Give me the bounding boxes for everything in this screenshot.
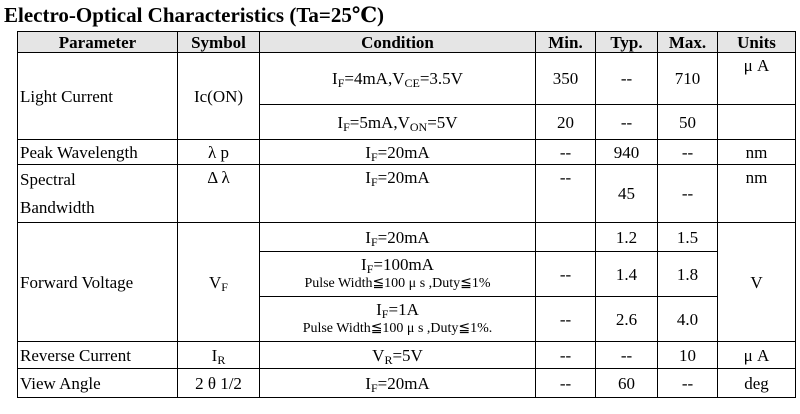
typ-peak-wavelength: 940 [595,139,658,165]
max-light-current-2: 50 [657,104,718,140]
header-row: Parameter Symbol Condition Min. Typ. Max… [17,31,796,53]
header-typ: Typ. [595,31,658,53]
min-light-current-2: 20 [535,104,596,140]
unit-light-current: μ A [717,52,796,105]
symbol-reverse-current: IR [177,341,260,369]
param-reverse-current: Reverse Current [17,341,178,369]
max-reverse-current: 10 [657,341,718,369]
min-forward-voltage-1 [535,222,596,252]
table-row: Peak Wavelength λ p IF=20mA -- 940 -- nm [17,139,796,165]
symbol-forward-voltage: VF [177,222,260,342]
header-symbol: Symbol [177,31,260,53]
typ-forward-voltage-2: 1.4 [595,251,658,297]
header-units: Units [717,31,796,53]
param-light-current: Light Current [17,52,178,140]
symbol-spectral-bandwidth: Δ λ [177,164,260,223]
header-condition: Condition [259,31,536,53]
header-max: Max. [657,31,718,53]
max-peak-wavelength: -- [657,139,718,165]
unit-forward-voltage: V [717,222,796,342]
max-forward-voltage-2: 1.8 [657,251,718,297]
typ-forward-voltage-3: 2.6 [595,296,658,342]
cond-light-current-2: IF=5mA,VON=5V [259,104,536,140]
table-row: View Angle 2 θ 1/2 IF=20mA -- 60 -- deg [17,368,796,398]
typ-light-current-1: -- [595,52,658,105]
symbol-view-angle: 2 θ 1/2 [177,368,260,398]
cond-reverse-current: VR=5V [259,341,536,369]
cond-spectral-bandwidth: IF=20mA [259,164,536,223]
typ-light-current-2: -- [595,104,658,140]
max-spectral-bandwidth: -- [657,164,718,223]
max-light-current-1: 710 [657,52,718,105]
page-title: Electro-Optical Characteristics (Ta=25℃) [4,3,385,27]
param-forward-voltage: Forward Voltage [17,222,178,342]
table-row: Spectral Bandwidth Δ λ IF=20mA -- 45 -- … [17,164,796,223]
cond-forward-voltage-2: IF=100mA Pulse Width≦100 μ s ,Duty≦1% [259,251,536,297]
typ-reverse-current: -- [595,341,658,369]
unit-spectral-bandwidth: nm [717,164,796,223]
param-spectral-bandwidth: Spectral Bandwidth [17,164,178,223]
table-row: Forward Voltage VF IF=20mA 1.2 1.5 V [17,222,796,342]
cond-forward-voltage-3: IF=1A Pulse Width≦100 μ s ,Duty≦1%. [259,296,536,342]
unit-peak-wavelength: nm [717,139,796,165]
header-min: Min. [535,31,596,53]
typ-view-angle: 60 [595,368,658,398]
min-view-angle: -- [535,368,596,398]
max-view-angle: -- [657,368,718,398]
table-row: Light Current Ic(ON) IF=4mA,VCE=3.5V 350… [17,52,796,140]
table-row: IF=100mA Pulse Width≦100 μ s ,Duty≦1% --… [18,251,796,297]
typ-spectral-bandwidth: 45 [595,164,658,223]
header-parameter: Parameter [17,31,178,53]
symbol-light-current: Ic(ON) [177,52,260,140]
cond-light-current-1: IF=4mA,VCE=3.5V [259,52,536,105]
unit-view-angle: deg [717,368,796,398]
symbol-peak-wavelength: λ p [177,139,260,165]
table-row: Reverse Current IR VR=5V -- -- 10 μ A [17,341,796,369]
cond-forward-voltage-1: IF=20mA [259,222,536,252]
min-reverse-current: -- [535,341,596,369]
characteristics-table: Parameter Symbol Condition Min. Typ. Max… [17,31,796,398]
min-spectral-bandwidth: -- [535,164,596,223]
min-forward-voltage-2: -- [535,251,596,297]
max-forward-voltage-1: 1.5 [657,222,718,252]
cond-peak-wavelength: IF=20mA [259,139,536,165]
min-peak-wavelength: -- [535,139,596,165]
min-forward-voltage-3: -- [535,296,596,342]
typ-forward-voltage-1: 1.2 [595,222,658,252]
min-light-current-1: 350 [535,52,596,105]
param-peak-wavelength: Peak Wavelength [17,139,178,165]
table-row: IF=1A Pulse Width≦100 μ s ,Duty≦1%. -- 2… [18,296,796,342]
unit-light-current-empty [717,104,796,140]
param-view-angle: View Angle [17,368,178,398]
cond-view-angle: IF=20mA [259,368,536,398]
table-row: IF=5mA,VON=5V 20 -- 50 [18,104,796,140]
max-forward-voltage-3: 4.0 [657,296,718,342]
unit-reverse-current: μ A [717,341,796,369]
